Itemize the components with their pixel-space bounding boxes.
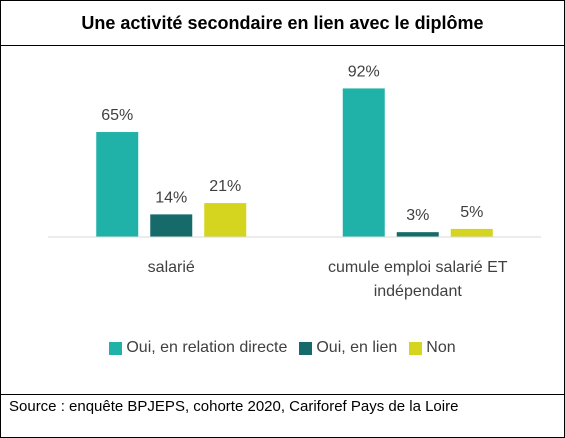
- bar: [204, 203, 247, 237]
- legend-swatch: [109, 341, 123, 355]
- plot: 65% 14% 21% 92% 3% 5%: [48, 63, 541, 238]
- data-label: 5%: [460, 204, 483, 221]
- legend-label: Non: [426, 339, 456, 356]
- bar: [396, 232, 439, 237]
- legend-item: Oui, en relation directe: [109, 339, 287, 357]
- legend-item: Non: [409, 339, 456, 357]
- legend-swatch: [299, 341, 313, 355]
- legend-swatch: [409, 341, 423, 355]
- data-label: 14%: [155, 189, 187, 206]
- source-note: Source : enquête BPJEPS, cohorte 2020, C…: [1, 394, 564, 437]
- bar: [450, 228, 493, 237]
- legend-item: Oui, en lien: [299, 339, 397, 357]
- data-label: 92%: [348, 63, 380, 80]
- chart-title: Une activité secondaire en lien avec le …: [1, 1, 564, 46]
- bar: [150, 214, 193, 237]
- x-tick-label: cumule emploi salarié ET indépendant: [327, 259, 508, 300]
- data-label: 21%: [209, 178, 241, 195]
- data-label: 3%: [406, 207, 429, 224]
- legend: Oui, en relation directe Oui, en lien Non: [1, 339, 564, 357]
- data-label: 65%: [101, 107, 133, 124]
- bar: [342, 88, 385, 237]
- legend-label: Oui, en lien: [316, 339, 398, 356]
- bar: [96, 132, 139, 237]
- legend-label: Oui, en relation directe: [126, 339, 288, 356]
- x-tick-label: salarié: [147, 259, 195, 276]
